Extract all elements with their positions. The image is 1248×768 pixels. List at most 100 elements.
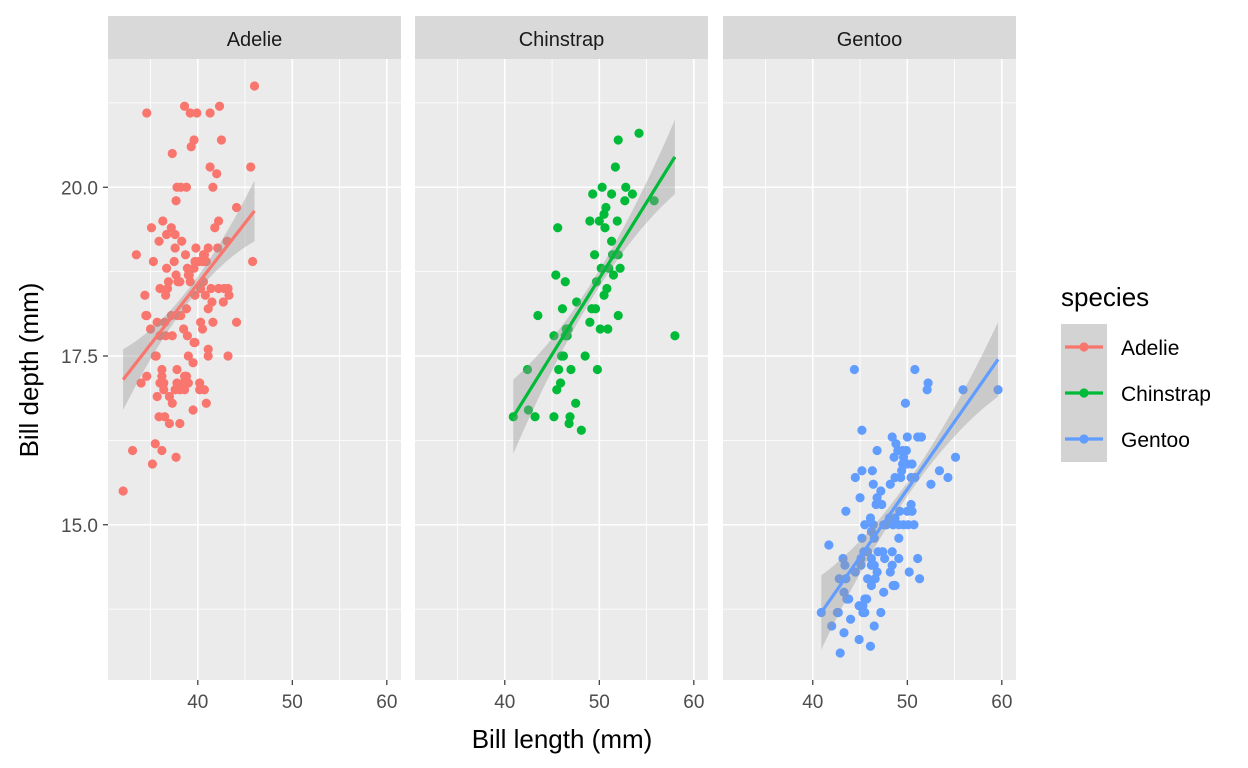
data-point bbox=[863, 574, 873, 584]
data-point bbox=[907, 506, 917, 516]
data-point bbox=[549, 331, 559, 341]
data-point bbox=[902, 432, 912, 442]
data-point bbox=[595, 324, 605, 334]
data-point bbox=[142, 310, 152, 321]
data-point bbox=[179, 385, 190, 395]
x-axis-title: Bill length (mm) bbox=[472, 724, 653, 754]
data-point bbox=[231, 202, 242, 213]
data-point bbox=[162, 283, 173, 294]
data-point bbox=[840, 560, 850, 570]
y-tick-label: 20.0 bbox=[61, 178, 98, 199]
data-point bbox=[602, 283, 612, 294]
data-point bbox=[248, 256, 258, 267]
data-point bbox=[118, 486, 128, 496]
data-point bbox=[150, 439, 160, 449]
data-point bbox=[600, 223, 610, 233]
data-point bbox=[900, 398, 911, 408]
data-point bbox=[201, 256, 211, 267]
data-point bbox=[895, 506, 905, 516]
data-point bbox=[613, 135, 623, 145]
data-point bbox=[910, 364, 920, 375]
data-point bbox=[171, 452, 181, 462]
data-point bbox=[157, 364, 167, 375]
data-point bbox=[576, 425, 586, 435]
facet-panel-gentoo: Gentoo 40 50 60 bbox=[723, 16, 1016, 713]
data-point bbox=[159, 378, 169, 388]
data-point bbox=[175, 418, 185, 429]
data-point bbox=[867, 466, 877, 476]
data-point bbox=[167, 398, 177, 408]
data-point bbox=[183, 351, 193, 361]
data-point bbox=[171, 196, 181, 206]
data-point bbox=[862, 594, 872, 604]
data-point bbox=[152, 317, 162, 327]
data-point bbox=[163, 277, 174, 287]
data-point bbox=[621, 182, 631, 192]
data-point bbox=[167, 148, 177, 159]
data-point bbox=[189, 135, 199, 145]
data-point bbox=[943, 472, 953, 483]
data-point bbox=[175, 277, 185, 287]
x-tick-label: 40 bbox=[187, 692, 208, 713]
data-point bbox=[565, 412, 575, 422]
legend-key-point bbox=[1079, 388, 1089, 398]
data-point bbox=[214, 101, 225, 111]
data-point bbox=[857, 425, 867, 435]
data-point bbox=[876, 607, 886, 618]
data-point bbox=[901, 445, 911, 456]
data-point bbox=[182, 331, 192, 341]
data-point bbox=[223, 351, 233, 361]
data-point bbox=[200, 290, 210, 300]
data-point bbox=[190, 337, 200, 348]
data-point bbox=[164, 418, 175, 429]
data-point bbox=[827, 621, 837, 631]
data-point bbox=[223, 283, 233, 294]
data-point bbox=[566, 364, 576, 375]
data-point bbox=[552, 385, 562, 395]
data-point bbox=[615, 263, 625, 273]
legend-label: Gentoo bbox=[1121, 429, 1190, 452]
data-point bbox=[590, 304, 601, 314]
data-point bbox=[166, 223, 176, 233]
data-point bbox=[185, 108, 195, 118]
data-point bbox=[869, 621, 879, 631]
facet-strip-label: Adelie bbox=[227, 29, 283, 51]
data-point bbox=[205, 162, 215, 172]
data-point bbox=[554, 364, 564, 375]
x-tick-label: 60 bbox=[991, 692, 1012, 713]
data-point bbox=[207, 297, 217, 307]
data-point bbox=[909, 520, 919, 530]
data-point bbox=[897, 466, 907, 476]
data-point bbox=[890, 580, 900, 591]
data-point bbox=[522, 364, 533, 375]
data-point bbox=[627, 189, 637, 199]
data-point bbox=[162, 263, 172, 273]
data-point bbox=[889, 452, 899, 462]
data-point bbox=[172, 364, 182, 375]
data-point bbox=[845, 614, 856, 624]
facet-strip-label: Chinstrap bbox=[519, 29, 605, 51]
data-point bbox=[180, 250, 191, 260]
data-point bbox=[913, 553, 923, 564]
data-point bbox=[907, 459, 917, 469]
regression-line bbox=[121, 209, 256, 381]
data-point bbox=[916, 432, 927, 442]
data-point bbox=[649, 196, 659, 206]
data-point bbox=[860, 520, 870, 530]
legend-key-adelie: Adelie bbox=[1061, 324, 1179, 370]
data-point bbox=[670, 331, 680, 341]
data-point bbox=[865, 641, 876, 651]
data-point bbox=[868, 479, 878, 489]
data-point bbox=[557, 304, 568, 314]
data-point bbox=[571, 398, 581, 408]
data-point bbox=[934, 466, 945, 476]
data-point bbox=[877, 499, 887, 510]
data-point bbox=[850, 472, 860, 483]
data-point bbox=[839, 628, 849, 638]
y-axis: 15.0 17.5 20.0 Bill depth (mm) bbox=[14, 178, 108, 537]
data-point bbox=[841, 506, 851, 516]
legend-label: Adelie bbox=[1121, 337, 1179, 360]
data-point bbox=[885, 479, 895, 489]
data-point bbox=[191, 243, 201, 253]
